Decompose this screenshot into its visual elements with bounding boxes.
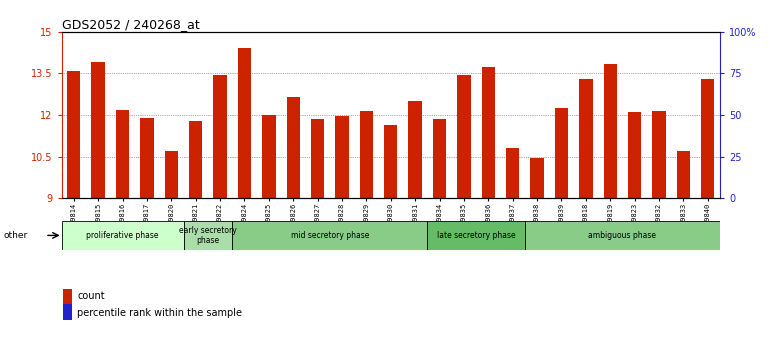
Bar	[92, 62, 105, 198]
Bar	[189, 121, 203, 198]
Bar	[506, 198, 520, 354]
Bar	[652, 198, 666, 354]
Bar	[360, 198, 373, 354]
Bar	[506, 148, 520, 198]
Bar	[481, 198, 495, 354]
Text: proliferative phase: proliferative phase	[86, 231, 159, 240]
Bar	[183, 221, 233, 250]
Text: GDS2052 / 240268_at: GDS2052 / 240268_at	[62, 18, 199, 31]
Bar	[140, 198, 154, 354]
Text: other: other	[4, 230, 28, 240]
Bar	[408, 198, 422, 354]
Bar	[408, 101, 422, 198]
Bar	[262, 198, 276, 354]
Bar	[531, 198, 544, 354]
Bar	[701, 79, 715, 198]
Bar	[554, 108, 568, 198]
Bar	[427, 221, 525, 250]
Text: ambiguous phase: ambiguous phase	[588, 231, 656, 240]
Bar	[554, 198, 568, 354]
Bar	[677, 151, 690, 198]
Bar	[67, 198, 81, 354]
Bar	[531, 158, 544, 198]
Bar	[579, 198, 593, 354]
Text: mid secretory phase: mid secretory phase	[290, 231, 369, 240]
Bar	[165, 151, 178, 198]
Bar	[213, 75, 227, 198]
Bar	[628, 112, 641, 198]
Bar	[165, 198, 178, 354]
Bar	[433, 198, 447, 354]
Bar	[286, 97, 300, 198]
Bar	[525, 221, 720, 250]
Bar	[92, 198, 105, 354]
Text: percentile rank within the sample: percentile rank within the sample	[77, 308, 242, 318]
Bar	[433, 119, 447, 198]
Bar	[384, 198, 397, 354]
Text: count: count	[77, 291, 105, 301]
Bar	[701, 198, 715, 354]
Bar	[384, 125, 397, 198]
Bar	[579, 79, 593, 198]
Bar	[67, 71, 81, 198]
Bar	[286, 198, 300, 354]
Bar	[233, 221, 427, 250]
Bar	[189, 198, 203, 354]
Bar	[238, 198, 251, 354]
Bar	[335, 116, 349, 198]
Bar	[213, 198, 227, 354]
Bar	[360, 111, 373, 198]
Bar	[116, 198, 129, 354]
Text: early secretory
phase: early secretory phase	[179, 226, 237, 245]
Bar	[262, 115, 276, 198]
Bar	[140, 118, 154, 198]
Bar	[238, 48, 251, 198]
Bar	[604, 198, 617, 354]
Bar	[62, 221, 183, 250]
Bar	[457, 75, 470, 198]
Bar	[481, 67, 495, 198]
Bar	[457, 198, 470, 354]
Bar	[335, 198, 349, 354]
Text: late secretory phase: late secretory phase	[437, 231, 515, 240]
Bar	[628, 198, 641, 354]
Bar	[116, 109, 129, 198]
Bar	[677, 198, 690, 354]
Bar	[652, 111, 666, 198]
Bar	[311, 198, 324, 354]
Bar	[604, 64, 617, 198]
Bar	[311, 119, 324, 198]
